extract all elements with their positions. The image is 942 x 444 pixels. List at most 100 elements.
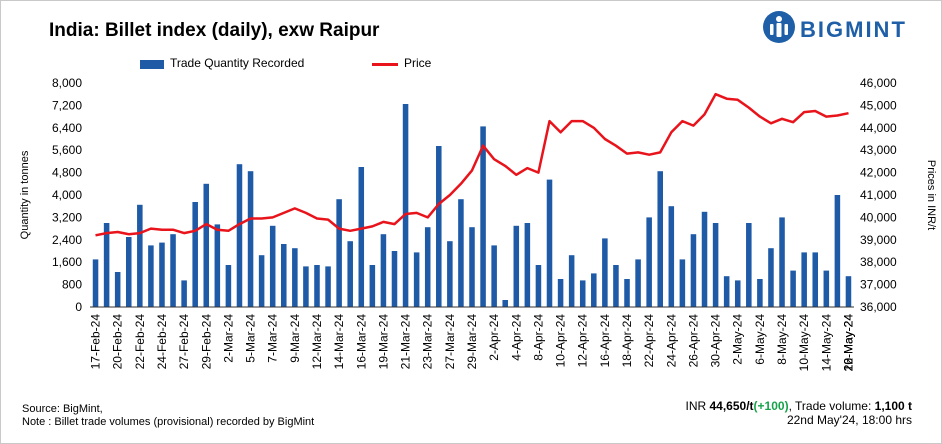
logo-text: BIGMINT bbox=[800, 17, 907, 42]
trade-quantity-bar bbox=[192, 202, 198, 307]
trade-quantity-bar bbox=[424, 227, 431, 307]
trade-quantity-bar bbox=[845, 276, 852, 307]
price-prefix: INR bbox=[685, 399, 707, 413]
trade-quantity-bar bbox=[314, 265, 320, 307]
trade-quantity-bar bbox=[502, 300, 508, 307]
legend-line-label: Price bbox=[404, 56, 432, 70]
trade-quantity-bar bbox=[358, 167, 365, 307]
trade-quantity-bar bbox=[646, 217, 652, 307]
trade-quantity-bar bbox=[790, 270, 796, 307]
price-line bbox=[95, 92, 849, 237]
trade-quantity-bar bbox=[347, 241, 353, 307]
y-right-tick-label: 45,000 bbox=[860, 98, 897, 112]
trade-quantity-bar bbox=[236, 164, 243, 307]
x-tick-label: 16-Apr-24 bbox=[598, 314, 612, 368]
trade-quantity-bar bbox=[491, 245, 497, 307]
y-left-tick-label: 7,200 bbox=[52, 98, 82, 112]
legend-bar-swatch bbox=[140, 60, 164, 69]
trade-quantity-bar bbox=[712, 223, 719, 307]
x-tick-label: 10-Apr-24 bbox=[554, 314, 568, 368]
trade-quantity-bar bbox=[757, 279, 763, 307]
y-left-tick-label: 5,600 bbox=[52, 143, 82, 157]
trade-quantity-bar bbox=[679, 259, 686, 307]
x-tick-label: 17-Feb-24 bbox=[89, 314, 103, 370]
x-tick-label: 22-Feb-24 bbox=[133, 314, 147, 370]
volume-value: 1,100 t bbox=[874, 399, 912, 413]
trade-quantity-bar bbox=[281, 244, 287, 307]
x-tick-label: 20-May-24 bbox=[841, 314, 855, 372]
trade-quantity-bar bbox=[469, 227, 475, 307]
x-tick-label: 6-May-24 bbox=[753, 314, 767, 365]
x-tick-label: 29-Feb-24 bbox=[199, 314, 213, 370]
bigmint-logo: BIGMINT bbox=[762, 10, 934, 46]
y-left-tick-label: 0 bbox=[75, 300, 82, 314]
x-tick-label: 4-Apr-24 bbox=[509, 314, 523, 361]
trade-quantity-bar bbox=[458, 199, 464, 307]
trade-quantity-bar bbox=[92, 259, 99, 307]
x-tick-label: 27-Feb-24 bbox=[177, 314, 191, 370]
trade-quantity-bar bbox=[657, 171, 663, 307]
price-value: 44,650/t bbox=[709, 399, 754, 413]
trade-quantity-bar bbox=[380, 234, 387, 307]
y-left-tick-label: 4,800 bbox=[52, 166, 82, 180]
y-right-axis-title: Prices in INR/t bbox=[925, 160, 937, 230]
trade-quantity-bar bbox=[635, 259, 641, 307]
y-right-tick-label: 38,000 bbox=[860, 255, 897, 269]
x-tick-label: 23-Mar-24 bbox=[421, 314, 435, 370]
trade-quantity-bar bbox=[602, 238, 608, 307]
legend-line-swatch bbox=[372, 63, 398, 66]
trade-quantity-bar bbox=[535, 265, 542, 307]
y-left-tick-label: 800 bbox=[62, 278, 82, 292]
trade-quantity-bar bbox=[137, 204, 143, 307]
page-title: India: Billet index (daily), exw Raipur bbox=[49, 20, 380, 41]
x-tick-label: 26-Apr-24 bbox=[686, 314, 700, 368]
x-tick-label: 2-Mar-24 bbox=[221, 314, 235, 363]
y-left-tick-label: 2,400 bbox=[52, 233, 82, 247]
y-right-tick-label: 44,000 bbox=[860, 121, 897, 135]
y-left-tick-label: 6,400 bbox=[52, 121, 82, 135]
timestamp: 22nd May'24, 18:00 hrs bbox=[786, 413, 912, 427]
trade-quantity-bar bbox=[812, 252, 819, 307]
trade-quantity-bar bbox=[513, 225, 520, 307]
trade-quantity-bar bbox=[447, 241, 453, 307]
x-tick-label: 14-Mar-24 bbox=[332, 314, 346, 370]
trade-quantity-bar bbox=[768, 248, 774, 307]
trade-quantity-bar bbox=[436, 146, 442, 307]
x-tick-label: 10-May-24 bbox=[797, 314, 811, 372]
x-tick-label: 9-Mar-24 bbox=[288, 314, 302, 363]
trade-quantity-bar bbox=[148, 245, 154, 307]
volume-label: , Trade volume: bbox=[788, 399, 872, 413]
x-tick-label: 20-Feb-24 bbox=[111, 314, 125, 370]
trade-quantity-bar bbox=[325, 266, 331, 307]
x-tick-label: 7-Mar-24 bbox=[266, 314, 280, 363]
trade-quantity-bar bbox=[258, 255, 265, 307]
y-right-tick-label: 40,000 bbox=[860, 210, 897, 224]
x-tick-label: 22-May-24 bbox=[841, 314, 855, 372]
x-tick-label: 24-Apr-24 bbox=[664, 314, 678, 368]
y-right-tick-label: 42,000 bbox=[860, 166, 897, 180]
x-tick-label: 8-Apr-24 bbox=[531, 314, 545, 361]
trade-quantity-bar bbox=[568, 255, 575, 307]
note-text: Note : Billet trade volumes (provisional… bbox=[22, 416, 315, 428]
price-summary: INR 44,650/t(+100), Trade volume: 1,100 … bbox=[685, 399, 912, 427]
y-right-tick-label: 41,000 bbox=[860, 188, 897, 202]
trade-quantity-bar bbox=[690, 234, 697, 307]
billet-chart: 0 800 1,600 2,400 3,200 4,000 4,800 5,600 6,400 7… bbox=[19, 76, 937, 372]
trade-quantity-bar bbox=[292, 248, 298, 307]
trade-quantity-bar bbox=[524, 223, 531, 307]
trade-quantity-bar bbox=[823, 270, 830, 307]
x-tick-label: 5-Mar-24 bbox=[244, 314, 258, 363]
x-tick-label: 18-Apr-24 bbox=[620, 314, 634, 368]
x-tick-label: 16-Mar-24 bbox=[354, 314, 368, 370]
y-left-tick-label: 4,000 bbox=[52, 188, 82, 202]
trade-quantity-bar bbox=[723, 276, 730, 307]
trade-quantity-bar bbox=[579, 280, 586, 307]
x-tick-label: 8-May-24 bbox=[775, 314, 789, 365]
y-left-axis-title: Quantity in tonnes bbox=[19, 150, 31, 239]
x-tick-label: 2-Apr-24 bbox=[487, 314, 501, 361]
x-tick-label: 27-Mar-24 bbox=[443, 314, 457, 370]
trade-quantity-bar bbox=[203, 183, 210, 307]
trade-quantity-bar bbox=[480, 126, 486, 308]
trade-quantity-bar bbox=[369, 265, 376, 307]
trade-quantity-bar bbox=[125, 237, 132, 307]
